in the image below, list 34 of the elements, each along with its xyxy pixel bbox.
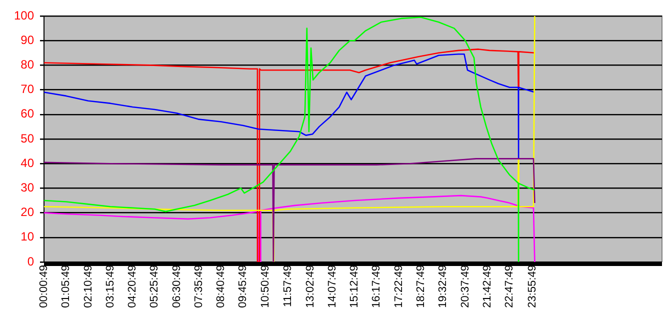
x-tick-label: 09:45:49: [237, 265, 250, 308]
x-tick-label: 05:25:49: [148, 265, 161, 308]
y-tick-label: 90: [20, 32, 34, 47]
y-tick-label: 40: [20, 156, 34, 170]
y-tick-label: 20: [20, 205, 34, 220]
x-tick-label: 18:27:49: [415, 265, 428, 308]
x-tick-label: 07:35:49: [192, 265, 205, 308]
x-tick-label: 06:30:49: [170, 265, 183, 308]
x-tick-label: 17:22:49: [392, 265, 405, 308]
y-tick-label: 10: [20, 230, 34, 244]
x-tick-label: 15:12:49: [348, 265, 361, 308]
x-tick-label: 14:07:49: [326, 265, 338, 308]
x-tick-label: 10:50:49: [259, 265, 272, 308]
x-tick-label: 23:55:49: [526, 265, 539, 308]
x-tick-label: 13:02:49: [304, 265, 316, 308]
x-tick-label: 02:10:49: [82, 265, 94, 308]
x-tick-label: 04:20:49: [126, 265, 139, 308]
y-tick-label: 70: [20, 82, 34, 96]
x-tick-label: 21:42:49: [481, 265, 494, 308]
x-tick-label: 20:37:49: [459, 265, 472, 308]
x-tick-label: 22:47:49: [504, 265, 516, 308]
x-tick-label: 03:15:49: [104, 265, 116, 308]
y-tick-label: 60: [20, 106, 34, 121]
x-tick-label: 16:17:49: [370, 265, 383, 308]
y-tick-label: 100: [14, 8, 34, 22]
x-tick-label: 08:40:49: [215, 265, 228, 308]
y-tick-label: 50: [20, 131, 34, 146]
x-tick-label: 00:00:49: [38, 265, 50, 308]
x-tick-label: 01:05:49: [60, 265, 72, 308]
y-tick-label: 80: [20, 58, 34, 72]
x-tick-label: 11:57:49: [282, 265, 294, 308]
y-tick-label: 30: [20, 180, 34, 195]
x-tick-label: 19:32:49: [437, 265, 450, 308]
y-tick-label: 0: [27, 254, 34, 268]
